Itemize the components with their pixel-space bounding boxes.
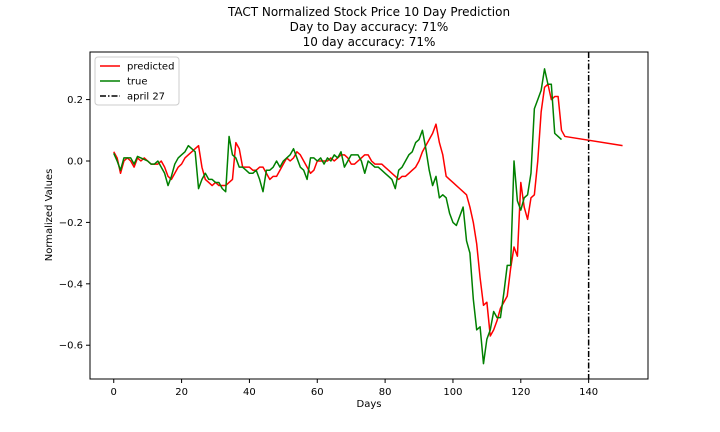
x-tick-label: 140 (579, 387, 598, 398)
y-tick-label: 0.2 (67, 95, 83, 106)
y-axis-label: Normalized Values (44, 169, 55, 262)
legend-true-label: true (127, 77, 148, 88)
legend-predicted-label: predicted (127, 62, 174, 73)
chart-title-line-1: TACT Normalized Stock Price 10 Day Predi… (227, 5, 510, 19)
chart-title-line-3: 10 day accuracy: 71% (303, 35, 436, 49)
legend: predicted true april 27 (94, 56, 180, 106)
y-tick-label: 0.0 (67, 157, 83, 168)
x-tick-label: 0 (111, 387, 117, 398)
y-axis-ticks: −0.6 −0.4 −0.2 0.0 0.2 (59, 95, 90, 352)
y-tick-label: −0.2 (59, 218, 83, 229)
x-tick-label: 40 (243, 387, 256, 398)
chart-title-line-2: Day to Day accuracy: 71% (290, 20, 449, 34)
x-tick-label: 60 (311, 387, 324, 398)
x-axis-ticks: 0 20 40 60 80 100 120 140 (111, 379, 598, 398)
y-tick-label: −0.6 (59, 341, 83, 352)
legend-april-27-label: april 27 (127, 92, 165, 103)
y-tick-label: −0.4 (59, 279, 83, 290)
x-tick-label: 80 (379, 387, 392, 398)
legend-box (94, 56, 180, 106)
plot-frame (89, 51, 649, 380)
x-tick-label: 100 (443, 387, 462, 398)
x-tick-label: 20 (175, 387, 188, 398)
plot-lines (113, 52, 623, 379)
series-line-true (113, 68, 563, 365)
x-tick-label: 120 (511, 387, 530, 398)
x-axis-label: Days (357, 399, 382, 410)
